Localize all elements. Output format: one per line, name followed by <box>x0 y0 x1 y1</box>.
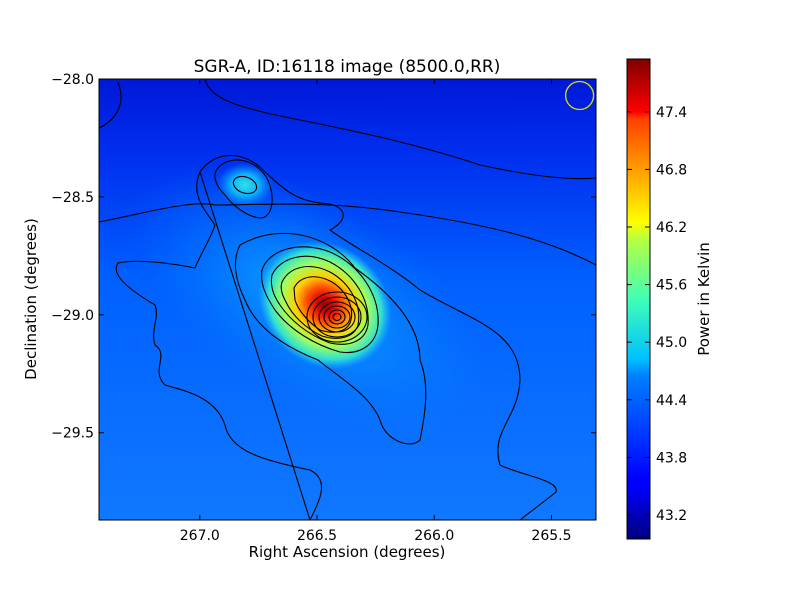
y-tick-label: −29.0 <box>51 308 94 324</box>
axes-frame <box>98 78 597 521</box>
colorbar-tick-label: 45.0 <box>656 335 687 351</box>
contour-14 <box>323 305 351 329</box>
contour-15 <box>328 309 346 325</box>
contour-6 <box>232 175 258 195</box>
contour-16 <box>332 312 342 322</box>
contour-2 <box>99 203 596 266</box>
x-tick-label: 267.0 <box>180 528 220 544</box>
colorbar <box>626 58 651 540</box>
beam-marker <box>564 80 595 111</box>
x-tick-label: 266.0 <box>414 528 454 544</box>
contour-3 <box>115 154 557 520</box>
knot-glow <box>217 163 273 207</box>
y-axis-label: Declination (degrees) <box>22 218 40 380</box>
y-tick-label: −29.5 <box>51 426 94 442</box>
contour-7 <box>261 246 379 354</box>
colorbar-label: Power in Kelvin <box>695 242 713 356</box>
contour-8 <box>270 255 369 345</box>
x-tick-label: 266.5 <box>297 528 337 544</box>
heatmap-image <box>99 79 596 520</box>
y-tick-label: −28.0 <box>51 72 94 88</box>
colorbar-tick-label: 45.6 <box>656 278 687 294</box>
colorbar-tick-label: 43.2 <box>656 508 687 524</box>
contour-13 <box>318 301 356 333</box>
contour-1 <box>99 79 596 180</box>
contour-11 <box>306 291 368 343</box>
colorbar-tick-label: 47.4 <box>656 105 687 121</box>
y-tick-label: −28.5 <box>51 190 94 206</box>
x-tick-label: 265.5 <box>531 528 571 544</box>
colorbar-tick-label: 44.4 <box>656 393 687 409</box>
contour-12 <box>312 296 362 338</box>
chart-title: SGR-A, ID:16118 image (8500.0,RR) <box>194 57 501 77</box>
contour-9 <box>280 266 360 339</box>
colorbar-tick-label: 46.8 <box>656 162 687 178</box>
x-axis-label: Right Ascension (degrees) <box>249 543 446 561</box>
x-ticks: 267.0 266.5 266.0 265.5 <box>180 79 572 544</box>
core-glow <box>258 241 392 369</box>
contour-5 <box>214 159 273 219</box>
colorbar-ticks: 43.2 43.8 44.4 45.0 45.6 46.2 46.8 47.4 <box>627 105 687 524</box>
contours <box>99 79 596 520</box>
colorbar-tick-label: 46.2 <box>656 220 687 236</box>
colorbar-tick-label: 43.8 <box>656 450 687 466</box>
y-ticks: −28.0 −28.5 −29.0 −29.5 <box>51 72 596 442</box>
